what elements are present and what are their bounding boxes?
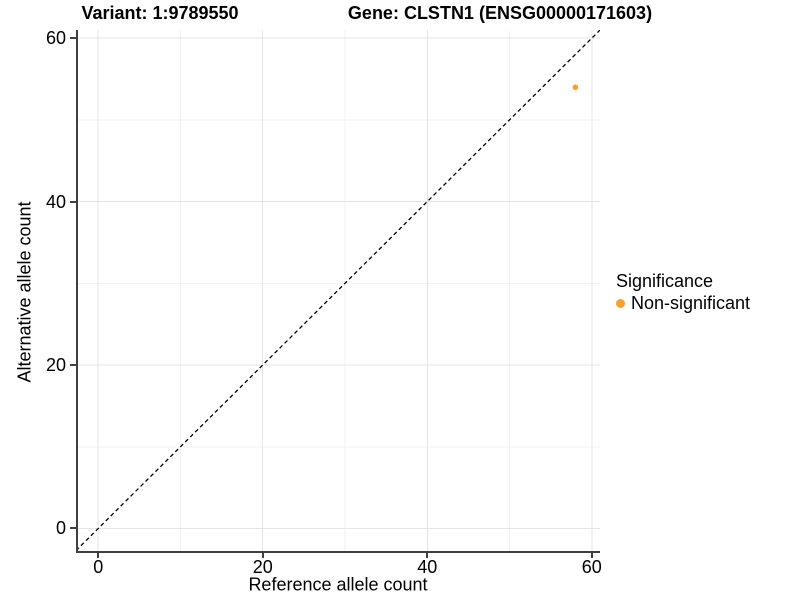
x-axis-tick-label: 0 xyxy=(93,557,104,577)
plot-panel xyxy=(76,30,600,553)
legend-item-non-significant: Non-significant xyxy=(616,293,750,314)
y-axis-tick-label: 40 xyxy=(45,191,66,212)
x-axis-tick-mark xyxy=(97,553,100,558)
x-axis-label: Reference allele count xyxy=(248,574,428,595)
point-marker-icon xyxy=(616,299,625,308)
y-axis-tick-label: 20 xyxy=(45,355,66,376)
gene-title: Gene: CLSTN1 (ENSG00000171603) xyxy=(347,3,653,23)
x-axis-tick-mark xyxy=(261,553,264,558)
x-axis-tick-label: 40 xyxy=(417,557,438,577)
legend-item-label: Non-significant xyxy=(631,293,751,313)
y-axis-tick-label: 60 xyxy=(45,28,66,49)
scatter-chart xyxy=(76,30,600,553)
x-axis-tick-mark xyxy=(426,553,429,558)
x-axis-tick-mark xyxy=(590,553,593,558)
y-axis-tick-mark xyxy=(70,527,76,530)
legend-title: Significance xyxy=(616,271,714,291)
legend: Significance Non-significant xyxy=(616,271,750,314)
variant-title: Variant: 1:9789550 xyxy=(81,3,239,23)
x-axis-tick-label: 60 xyxy=(581,557,602,577)
x-axis-tick-label: 20 xyxy=(252,557,273,577)
y-axis-tick-label: 0 xyxy=(55,518,66,539)
y-axis-tick-mark xyxy=(70,37,76,40)
y-axis-tick-mark xyxy=(70,364,76,367)
y-axis-tick-mark xyxy=(70,200,76,203)
